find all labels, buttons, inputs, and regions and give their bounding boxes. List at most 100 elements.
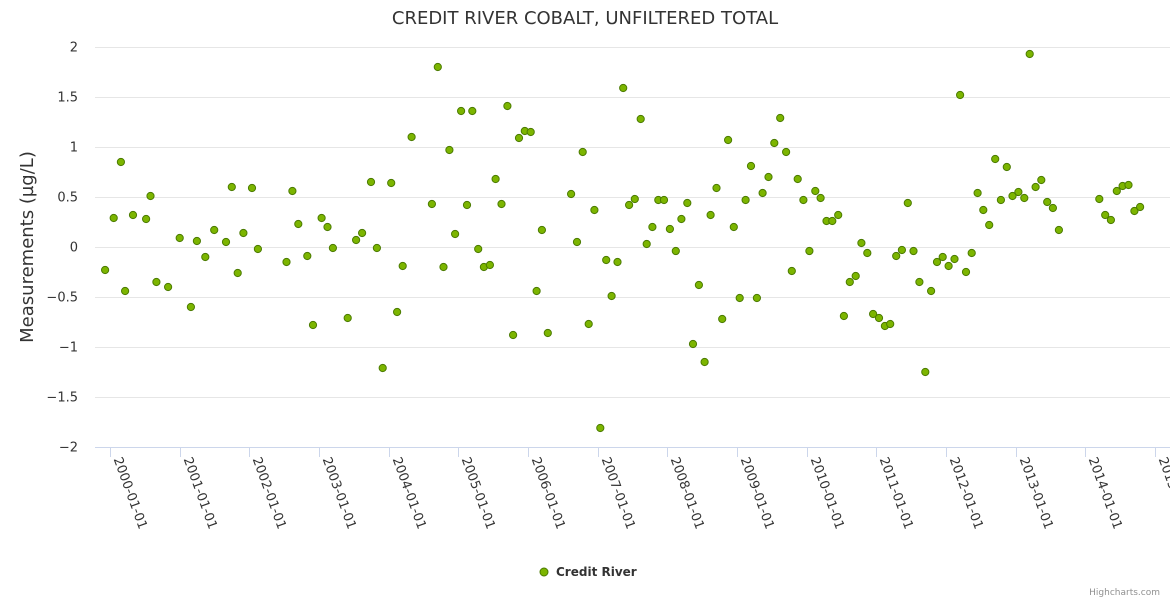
data-point[interactable] [996,195,1006,205]
data-point[interactable] [932,257,942,267]
data-point[interactable] [457,106,466,116]
data-point[interactable] [590,205,599,215]
data-point[interactable] [607,291,616,301]
data-point[interactable] [892,251,901,261]
data-point[interactable] [247,183,257,193]
data-point[interactable] [834,210,843,220]
data-point[interactable] [121,286,130,296]
data-point[interactable] [109,213,118,223]
data-point[interactable] [1130,206,1139,216]
data-point[interactable] [706,210,715,220]
data-point[interactable] [857,238,866,248]
data-point[interactable] [746,161,756,171]
data-point[interactable] [233,268,242,278]
data-point[interactable] [811,186,820,196]
data-point[interactable] [288,186,297,196]
data-point[interactable] [387,178,396,188]
data-point[interactable] [366,177,376,187]
data-point[interactable] [752,293,762,303]
credits-link[interactable]: Highcharts.com [1089,588,1160,598]
data-point[interactable] [886,319,895,329]
data-point[interactable] [186,302,195,312]
data-point[interactable] [227,182,236,192]
data-point[interactable] [793,174,802,184]
data-point[interactable] [944,261,953,271]
data-point[interactable] [787,266,796,276]
data-point[interactable] [776,113,785,123]
data-point[interactable] [683,198,692,208]
data-point[interactable] [874,313,884,323]
data-point[interactable] [572,237,582,247]
data-point[interactable] [532,286,541,296]
data-point[interactable] [497,199,506,209]
data-point[interactable] [741,195,750,205]
data-point[interactable] [567,189,576,199]
data-point[interactable] [445,145,454,155]
data-point[interactable] [938,252,947,262]
data-point[interactable] [973,188,982,198]
data-point[interactable] [308,320,318,330]
data-point[interactable] [358,228,367,238]
data-point[interactable] [613,257,622,267]
data-point[interactable] [317,213,326,223]
data-point[interactable] [152,277,161,287]
data-point[interactable] [323,222,332,232]
data-point[interactable] [393,307,402,317]
data-point[interactable] [1048,203,1058,213]
data-point[interactable] [1054,225,1064,235]
data-point[interactable] [164,282,173,292]
data-point[interactable] [869,309,878,319]
data-point[interactable] [839,311,849,321]
data-point[interactable] [343,313,352,323]
data-point[interactable] [845,277,854,287]
data-point[interactable] [1101,210,1110,220]
data-point[interactable] [303,251,312,261]
data-point[interactable] [398,261,407,271]
data-point[interactable] [712,183,721,193]
data-point[interactable] [485,260,494,270]
data-point[interactable] [451,229,460,239]
data-point[interactable] [659,195,669,205]
data-point[interactable] [508,330,518,340]
data-point[interactable] [1043,197,1052,207]
data-point[interactable] [758,188,767,198]
data-point[interactable] [619,83,628,93]
data-point[interactable] [688,339,698,349]
data-point[interactable] [985,220,994,230]
data-point[interactable] [950,254,959,264]
data-point[interactable] [1095,194,1104,204]
data-point[interactable] [175,233,184,243]
data-point[interactable] [239,228,248,238]
data-point[interactable] [1124,180,1133,190]
data-point[interactable] [782,147,791,157]
data-point[interactable] [192,236,201,246]
data-point[interactable] [863,248,872,258]
data-point[interactable] [967,248,976,258]
data-point[interactable] [642,239,651,249]
data-point[interactable] [1025,49,1034,59]
data-point[interactable] [1112,186,1121,196]
data-point[interactable] [116,157,126,167]
data-point[interactable] [468,106,477,116]
data-point[interactable] [828,216,837,226]
data-point[interactable] [799,195,808,205]
data-point[interactable] [991,154,1000,164]
data-point[interactable] [979,205,988,215]
data-point[interactable] [210,225,219,235]
data-point[interactable] [407,132,416,142]
data-point[interactable] [718,314,727,324]
data-point[interactable] [503,101,512,111]
data-point[interactable] [128,210,138,220]
data-point[interactable] [636,114,645,124]
data-point[interactable] [770,138,779,148]
data-point[interactable] [101,265,110,275]
data-point[interactable] [537,225,547,235]
data-point[interactable] [805,246,814,256]
data-point[interactable] [1020,193,1029,203]
data-point[interactable] [1037,175,1046,185]
legend-item-credit-river[interactable]: Credit River [556,565,637,579]
data-point[interactable] [294,219,303,229]
data-point[interactable] [1008,191,1017,201]
legend[interactable]: Credit River [539,565,637,579]
data-point[interactable] [915,277,924,287]
